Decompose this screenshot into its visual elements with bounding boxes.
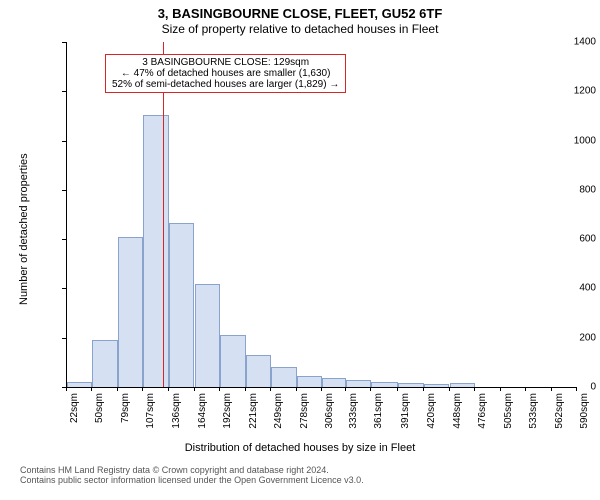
property-marker-line (163, 42, 164, 387)
y-tick-label: 200 (534, 332, 600, 343)
x-tick-label: 136sqm (171, 393, 182, 429)
info-box: 3 BASINGBOURNE CLOSE: 129sqm← 47% of det… (105, 54, 346, 93)
x-tick-label: 164sqm (197, 393, 208, 429)
x-tick-label: 50sqm (94, 393, 105, 423)
histogram-bar (143, 115, 169, 387)
x-tick-mark (117, 387, 118, 391)
y-tick-mark (62, 42, 66, 43)
x-tick-mark (296, 387, 297, 391)
x-tick-mark (91, 387, 92, 391)
info-box-line: ← 47% of detached houses are smaller (1,… (112, 68, 339, 79)
histogram-bar (92, 340, 118, 387)
x-tick-label: 562sqm (554, 393, 565, 429)
x-tick-label: 333sqm (348, 393, 359, 429)
x-tick-mark (245, 387, 246, 391)
y-tick-mark (62, 190, 66, 191)
histogram-bar (371, 382, 398, 387)
x-tick-mark (194, 387, 195, 391)
plot-area (66, 42, 577, 388)
x-tick-mark (397, 387, 398, 391)
y-tick-label: 1200 (534, 86, 600, 97)
y-tick-label: 0 (534, 382, 600, 393)
x-tick-mark (168, 387, 169, 391)
y-tick-mark (62, 239, 66, 240)
x-tick-label: 590sqm (579, 393, 590, 429)
y-axis-label: Number of detached properties (18, 153, 30, 305)
footer-line: Contains HM Land Registry data © Crown c… (0, 465, 600, 475)
histogram-bar (246, 355, 271, 387)
x-tick-label: 249sqm (273, 393, 284, 429)
y-tick-mark (62, 338, 66, 339)
info-box-line: 52% of semi-detached houses are larger (… (112, 79, 339, 90)
x-tick-mark (219, 387, 220, 391)
x-tick-mark (66, 387, 67, 391)
footer-line: Contains public sector information licen… (0, 475, 600, 485)
histogram-bar (271, 367, 297, 387)
x-tick-label: 221sqm (248, 393, 259, 429)
y-tick-label: 800 (534, 184, 600, 195)
histogram-bar (346, 380, 371, 387)
histogram-bar (450, 383, 475, 387)
x-tick-label: 476sqm (477, 393, 488, 429)
histogram-bar (220, 335, 246, 387)
x-tick-label: 533sqm (528, 393, 539, 429)
x-tick-label: 107sqm (145, 393, 156, 429)
y-tick-label: 600 (534, 234, 600, 245)
x-tick-mark (449, 387, 450, 391)
x-tick-label: 278sqm (299, 393, 310, 429)
footer-attribution: Contains HM Land Registry data © Crown c… (0, 465, 600, 485)
x-tick-label: 420sqm (426, 393, 437, 429)
y-tick-label: 1000 (534, 135, 600, 146)
histogram-bar (169, 223, 194, 387)
chart-subtitle: Size of property relative to detached ho… (0, 22, 600, 36)
x-tick-label: 448sqm (452, 393, 463, 429)
histogram-bar (195, 284, 220, 388)
x-tick-label: 505sqm (503, 393, 514, 429)
histogram-bar (67, 382, 92, 387)
info-box-line: 3 BASINGBOURNE CLOSE: 129sqm (112, 57, 339, 68)
x-tick-mark (423, 387, 424, 391)
x-tick-mark (576, 387, 577, 391)
histogram-bar (322, 378, 346, 387)
y-tick-mark (62, 91, 66, 92)
x-tick-mark (270, 387, 271, 391)
x-tick-label: 361sqm (373, 393, 384, 429)
y-tick-mark (62, 288, 66, 289)
x-tick-mark (500, 387, 501, 391)
chart-title: 3, BASINGBOURNE CLOSE, FLEET, GU52 6TF (0, 6, 600, 21)
x-tick-mark (474, 387, 475, 391)
y-tick-label: 400 (534, 283, 600, 294)
x-tick-mark (142, 387, 143, 391)
histogram-bar (118, 237, 143, 387)
histogram-bar (424, 384, 449, 387)
x-tick-label: 192sqm (222, 393, 233, 429)
x-tick-mark (525, 387, 526, 391)
x-tick-mark (345, 387, 346, 391)
histogram-bar (297, 376, 322, 387)
x-tick-label: 79sqm (120, 393, 131, 423)
x-tick-mark (370, 387, 371, 391)
histogram-bar (398, 383, 424, 387)
x-tick-label: 391sqm (400, 393, 411, 429)
x-tick-label: 306sqm (324, 393, 335, 429)
x-axis-label: Distribution of detached houses by size … (0, 442, 600, 454)
x-tick-mark (551, 387, 552, 391)
chart-container: 3, BASINGBOURNE CLOSE, FLEET, GU52 6TF S… (0, 0, 600, 500)
x-tick-mark (321, 387, 322, 391)
x-tick-label: 22sqm (69, 393, 80, 423)
y-tick-label: 1400 (534, 37, 600, 48)
y-tick-mark (62, 141, 66, 142)
